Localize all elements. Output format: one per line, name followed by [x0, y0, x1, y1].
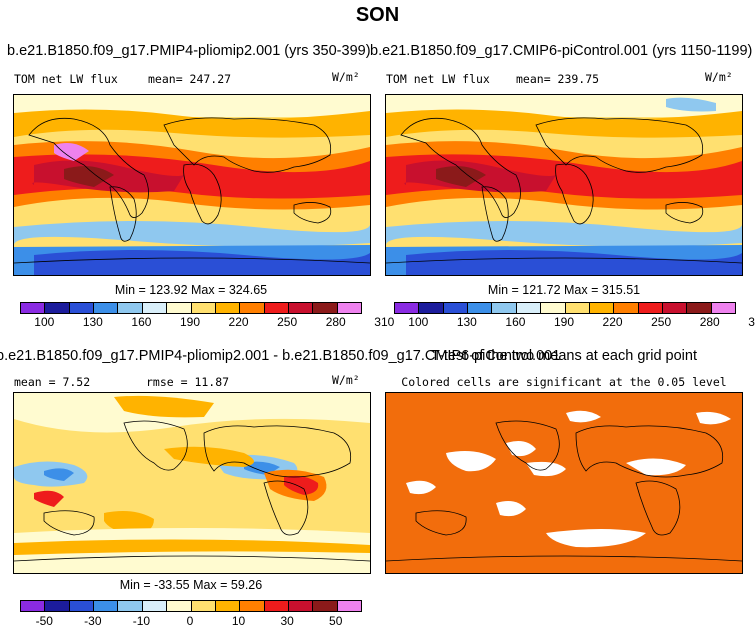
colorbar-tick-label: 310: [374, 315, 395, 329]
colorbar-swatch: [337, 601, 362, 611]
colorbar-swatch: [662, 303, 688, 313]
colorbar-tick-label: 130: [82, 315, 103, 329]
colorbar-tick-label: 160: [131, 315, 152, 329]
colorbar-swatch: [468, 303, 493, 313]
panel-title-top-left: b.e21.B1850.f09_g17.PMIP4-pliomip2.001 (…: [7, 43, 371, 59]
panel-title-bottom-right: T-test of the two means at each grid poi…: [431, 348, 697, 364]
colorbar-swatch: [21, 601, 46, 611]
colorbar-swatch: [167, 601, 192, 611]
colorbar-swatch: [191, 601, 216, 611]
colorbar-swatch: [94, 601, 119, 611]
stats-bottom-left: Min = -33.55 Max = 59.26: [119, 578, 263, 592]
map-bottom-right: [385, 392, 743, 574]
colorbar-tick-label: -50: [35, 614, 53, 628]
colorbar-tick-label: -30: [84, 614, 102, 628]
colorbar-tick-label: 310: [748, 315, 755, 329]
colorbar-tick-label: 160: [505, 315, 526, 329]
colorbar-swatch: [337, 303, 362, 313]
colorbar-swatch: [69, 601, 95, 611]
colorbar-swatch: [118, 601, 143, 611]
colorbar-tick-label: 280: [325, 315, 346, 329]
colorbar-tick-label: 220: [602, 315, 623, 329]
colorbar-tick-label: 100: [408, 315, 429, 329]
panel-title-bottom-left: b.e21.B1850.f09_g17.PMIP4-pliomip2.001 -…: [0, 348, 561, 364]
colorbar-swatch: [45, 303, 70, 313]
page-title: SON: [355, 4, 400, 26]
colorbar-tick-label: 0: [186, 614, 194, 628]
colorbar-tick-label: 10: [231, 614, 246, 628]
colorbar-swatch: [240, 303, 265, 313]
var-label-top-left: TOM net LW flux: [14, 72, 118, 86]
colorbar-bottom-left: [20, 600, 362, 612]
colorbar-swatch: [69, 303, 95, 313]
colorbar-swatch: [516, 303, 542, 313]
var-label-top-right: TOM net LW flux: [386, 72, 490, 86]
colorbar-swatch: [589, 303, 615, 313]
colorbar-swatch: [118, 303, 143, 313]
colorbar-swatch: [443, 303, 469, 313]
colorbar-swatch: [288, 303, 314, 313]
colorbar-swatch: [45, 601, 70, 611]
colorbar-swatch: [313, 601, 338, 611]
colorbar-swatch: [711, 303, 736, 313]
colorbar-tick-label: 100: [34, 315, 55, 329]
rmse-label-bottom-left: rmse = 11.87: [146, 375, 230, 389]
colorbar-swatch: [142, 601, 168, 611]
colorbar-swatch: [687, 303, 712, 313]
colorbar-tick-label: 280: [699, 315, 720, 329]
units-top-left: W/m²: [332, 70, 360, 84]
colorbar-swatch: [94, 303, 119, 313]
colorbar-top-right: [394, 302, 736, 314]
colorbar-swatch: [541, 303, 566, 313]
units-bottom-left: W/m²: [332, 373, 360, 387]
colorbar-tick-label: 190: [553, 315, 575, 329]
colorbar-swatch: [288, 601, 314, 611]
colorbar-swatch: [215, 601, 241, 611]
colorbar-swatch: [614, 303, 639, 313]
colorbar-tick-label: 30: [280, 614, 294, 628]
units-top-right: W/m²: [705, 70, 733, 84]
mean-label-bottom-left: mean = 7.52: [14, 375, 91, 389]
map-top-right: [385, 94, 743, 276]
colorbar-top-left: [20, 302, 362, 314]
mean-label-top-left: mean= 247.27: [148, 72, 232, 86]
colorbar-swatch: [419, 303, 444, 313]
colorbar-swatch: [142, 303, 168, 313]
colorbar-tick-label: 250: [651, 315, 672, 329]
colorbar-swatch: [638, 303, 663, 313]
colorbar-tick-label: -10: [132, 614, 151, 628]
colorbar-tick-label: 130: [456, 315, 477, 329]
colorbar-swatch: [167, 303, 192, 313]
colorbar-swatch: [240, 601, 265, 611]
stats-top-left: Min = 123.92 Max = 324.65: [114, 283, 268, 297]
colorbar-tick-label: 190: [179, 315, 201, 329]
colorbar-tick-label: 250: [277, 315, 298, 329]
colorbar-tick-label: 50: [329, 614, 343, 628]
colorbar-swatch: [191, 303, 216, 313]
colorbar-swatch: [565, 303, 590, 313]
subtitle-bottom-right: Colored cells are significant at the 0.0…: [401, 375, 727, 389]
colorbar-swatch: [313, 303, 338, 313]
colorbar-swatch: [21, 303, 46, 313]
colorbar-swatch: [264, 601, 289, 611]
colorbar-swatch: [215, 303, 241, 313]
panel-title-top-right: b.e21.B1850.f09_g17.CMIP6-piControl.001 …: [370, 43, 753, 59]
colorbar-swatch: [395, 303, 420, 313]
stats-top-right: Min = 121.72 Max = 315.51: [487, 283, 641, 297]
map-top-left: [13, 94, 371, 276]
map-bottom-left: [13, 392, 371, 574]
colorbar-swatch: [264, 303, 289, 313]
colorbar-swatch: [492, 303, 517, 313]
mean-label-top-right: mean= 239.75: [516, 72, 600, 86]
colorbar-tick-label: 220: [228, 315, 249, 329]
